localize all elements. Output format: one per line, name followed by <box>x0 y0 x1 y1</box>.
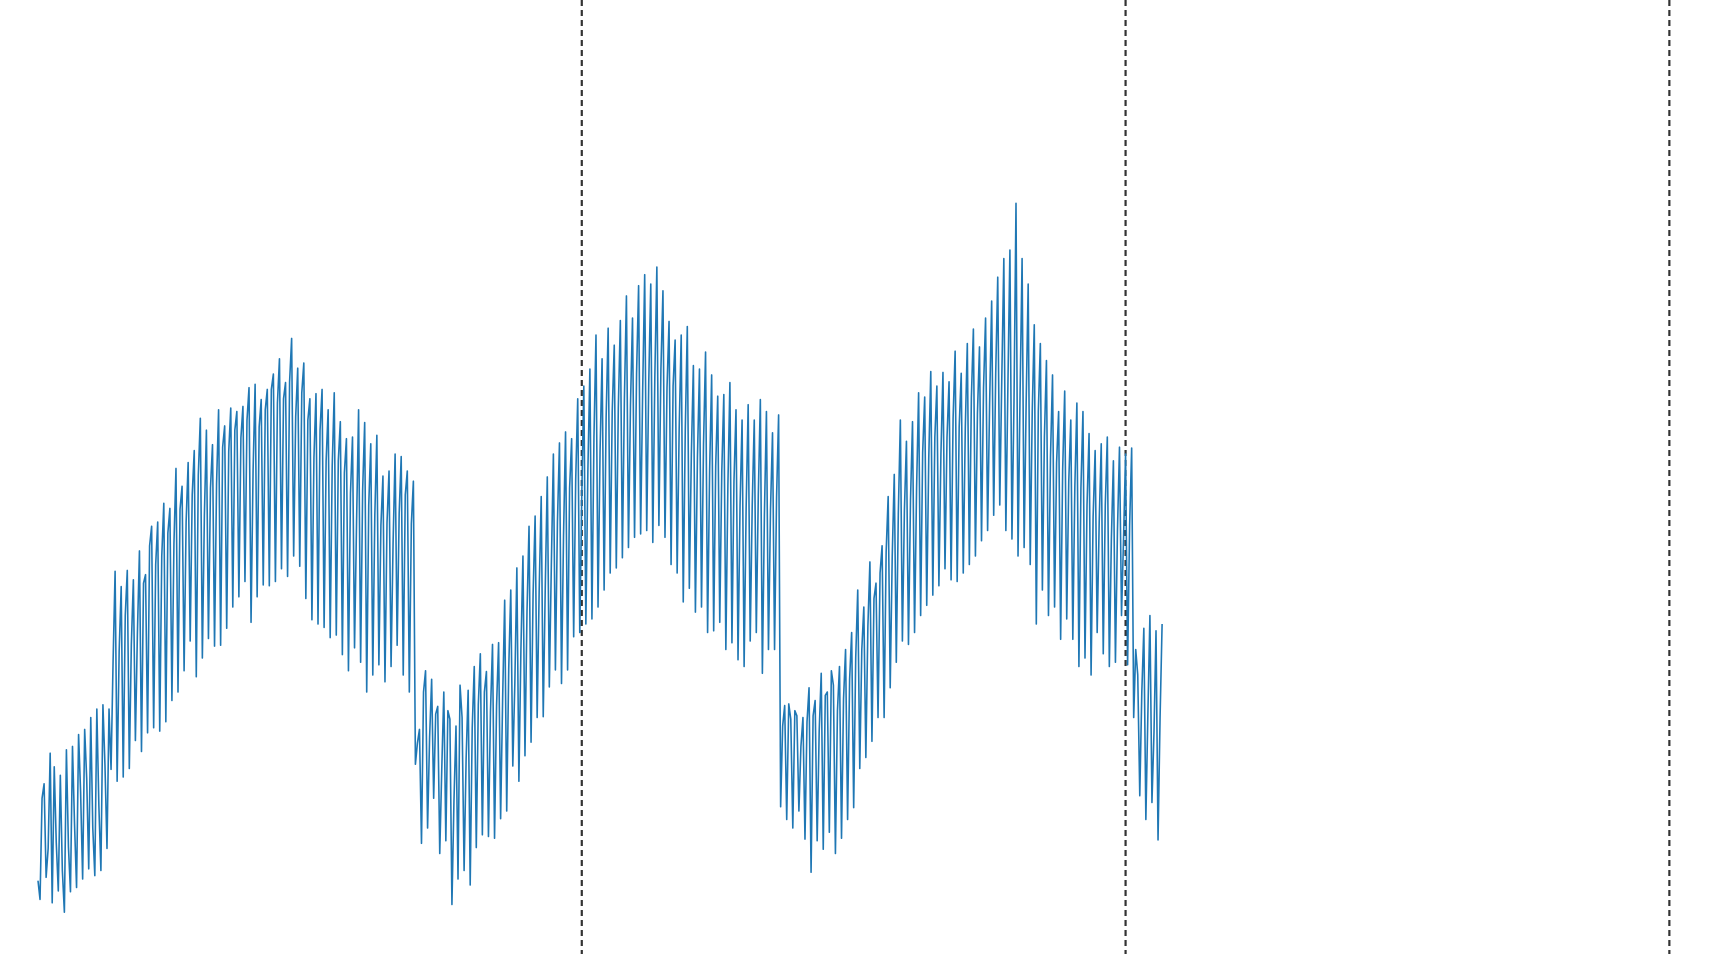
series-line-1 <box>37 202 1163 913</box>
vertical-divider-lines <box>580 0 1671 954</box>
series-layer <box>37 202 1163 913</box>
